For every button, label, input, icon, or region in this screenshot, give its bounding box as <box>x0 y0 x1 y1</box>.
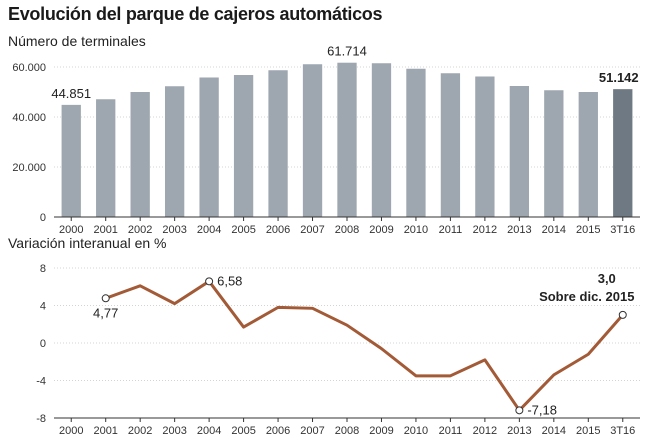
line-data-label: 4,77 <box>93 305 118 320</box>
bar-x-tick-label: 2015 <box>576 224 600 236</box>
line-x-tick-label: 2011 <box>439 425 463 437</box>
line-x-tick-label: 3T16 <box>610 425 635 437</box>
bar <box>233 75 254 217</box>
line-x-tick-label: 2015 <box>576 425 600 437</box>
bar <box>164 86 185 217</box>
line-y-tick-label: 8 <box>40 263 46 275</box>
bar <box>130 92 150 217</box>
line-y-tick-label: -8 <box>36 413 46 425</box>
bar-x-tick-label: 2011 <box>439 224 463 236</box>
bar <box>544 90 564 217</box>
bar <box>406 68 426 217</box>
line-data-label: -7,18 <box>527 402 557 417</box>
bar <box>199 77 219 217</box>
bar <box>96 99 116 217</box>
line-x-tick-label: 2012 <box>473 425 497 437</box>
line-x-tick-label: 2005 <box>231 425 255 437</box>
bar <box>302 64 323 217</box>
bar <box>578 92 598 217</box>
bar-x-tick-label: 2006 <box>266 224 290 236</box>
line-x-tick-label: 2013 <box>507 425 531 437</box>
bar-x-tick-label: 2009 <box>369 224 393 236</box>
line-x-tick-label: 2003 <box>162 425 186 437</box>
bar <box>268 70 288 217</box>
bar-x-tick-label: 2000 <box>59 224 83 236</box>
bar <box>440 73 461 217</box>
line-x-tick-label: 2002 <box>128 425 152 437</box>
line-x-tick-label: 2007 <box>300 425 324 437</box>
bar <box>371 63 392 217</box>
bar-y-tick-label: 60.000 <box>12 62 46 74</box>
bar-x-tick-label: 2004 <box>197 224 221 236</box>
bar-y-tick-label: 0 <box>40 212 46 224</box>
bar-data-label: 44.851 <box>51 86 91 101</box>
line-x-tick-label: 2001 <box>93 425 117 437</box>
line-y-tick-label: -4 <box>36 376 46 388</box>
bar-chart-subtitle: Número de terminales <box>8 33 146 49</box>
bar <box>61 104 81 217</box>
bar-x-tick-label: 2001 <box>93 224 117 236</box>
chart-title: Evolución del parque de cajeros automáti… <box>8 4 383 24</box>
line-y-tick-label: 4 <box>40 301 46 313</box>
data-point-marker <box>101 294 110 303</box>
line-x-tick-label: 2014 <box>542 425 566 437</box>
bar-x-tick-label: 2008 <box>335 224 359 236</box>
bar-y-tick-label: 20.000 <box>12 162 46 174</box>
line-x-tick-label: 2006 <box>266 425 290 437</box>
line-x-tick-label: 2000 <box>59 425 83 437</box>
line-data-label: 3,0 <box>598 271 616 286</box>
data-point-marker <box>515 406 524 415</box>
line-x-tick-label: 2009 <box>369 425 393 437</box>
series-line <box>105 279 624 412</box>
bar-x-tick-label: 2012 <box>473 224 497 236</box>
line-y-tick-label: 0 <box>40 338 46 350</box>
line-chart-subtitle: Variación interanual en % <box>8 235 167 251</box>
line-x-tick-label: 2010 <box>404 425 428 437</box>
bar-data-label: 51.142 <box>599 70 639 85</box>
bar-x-tick-label: 2013 <box>507 224 531 236</box>
bar-x-tick-label: 2003 <box>162 224 186 236</box>
line-data-label: Sobre dic. 2015 <box>539 289 634 304</box>
bar-x-tick-label: 2007 <box>300 224 324 236</box>
line-x-tick-label: 2004 <box>197 425 221 437</box>
bar <box>613 89 633 217</box>
line-x-tick-label: 2008 <box>335 425 359 437</box>
bar <box>475 76 495 217</box>
bar <box>509 86 530 217</box>
bar-x-tick-label: 2005 <box>231 224 255 236</box>
bar-x-tick-label: 2014 <box>542 224 566 236</box>
data-point-marker <box>618 310 627 319</box>
bar-data-label: 61.714 <box>327 44 367 59</box>
bar-x-tick-label: 2010 <box>404 224 428 236</box>
bar-y-tick-label: 40.000 <box>12 112 46 124</box>
data-point-marker <box>205 277 214 286</box>
bar-x-tick-label: 2002 <box>128 224 152 236</box>
line-data-label: 6,58 <box>217 273 242 288</box>
bar <box>337 62 357 218</box>
bar-x-tick-label: 3T16 <box>610 224 635 236</box>
